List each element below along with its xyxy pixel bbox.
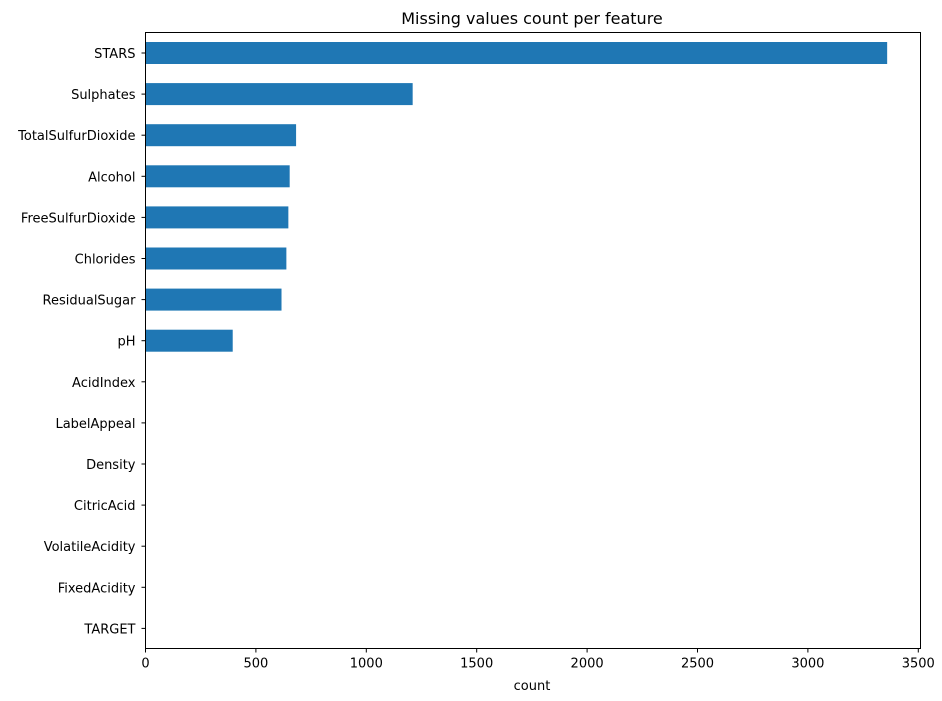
y-tick-label: Sulphates (71, 88, 136, 103)
bar-alcohol (145, 165, 290, 188)
x-tick-label: 3000 (791, 657, 824, 672)
bars-group (145, 42, 888, 352)
x-tick-label: 3500 (902, 657, 935, 672)
y-tick-label: TARGET (83, 622, 135, 637)
x-tick-label: 2500 (681, 657, 714, 672)
y-tick-label: TotalSulfurDioxide (17, 129, 135, 144)
y-tick-label: Alcohol (88, 170, 135, 185)
bar-residualsugar (145, 288, 282, 311)
chart-title: Missing values count per feature (401, 9, 663, 28)
y-tick-label: LabelAppeal (55, 417, 135, 432)
y-axis-ticks: STARS Sulphates TotalSulfurDioxide Alcohol F… (17, 47, 146, 637)
x-tick-label: 1000 (350, 657, 383, 672)
x-tick-label: 1500 (460, 657, 493, 672)
bar-totalsulfurdioxide (145, 124, 297, 147)
y-tick-label: FreeSulfurDioxide (21, 211, 136, 226)
y-tick-label: Chlorides (75, 253, 136, 268)
y-tick-label: pH (117, 335, 135, 350)
y-tick-label: FixedAcidity (58, 581, 136, 596)
plot-frame (145, 32, 921, 649)
y-tick-label: CitricAcid (74, 499, 136, 514)
y-tick-label: VolatileAcidity (44, 540, 136, 555)
bar-ph (145, 329, 233, 352)
y-tick-label: ResidualSugar (43, 294, 137, 309)
y-tick-label: AcidIndex (72, 376, 136, 391)
x-tick-label: 0 (141, 657, 149, 672)
y-tick-label: Density (86, 458, 136, 473)
x-tick-label: 2000 (571, 657, 604, 672)
bar-freesulfurdioxide (145, 206, 289, 229)
x-axis-ticks: 0 500 1000 1500 2000 2500 3000 3500 (141, 648, 935, 672)
bar-chlorides (145, 247, 287, 270)
bar-stars (145, 42, 888, 64)
y-tick-label: STARS (94, 47, 135, 62)
x-axis-label: count (514, 679, 551, 694)
x-tick-label: 500 (243, 657, 268, 672)
bar-sulphates (145, 83, 413, 106)
